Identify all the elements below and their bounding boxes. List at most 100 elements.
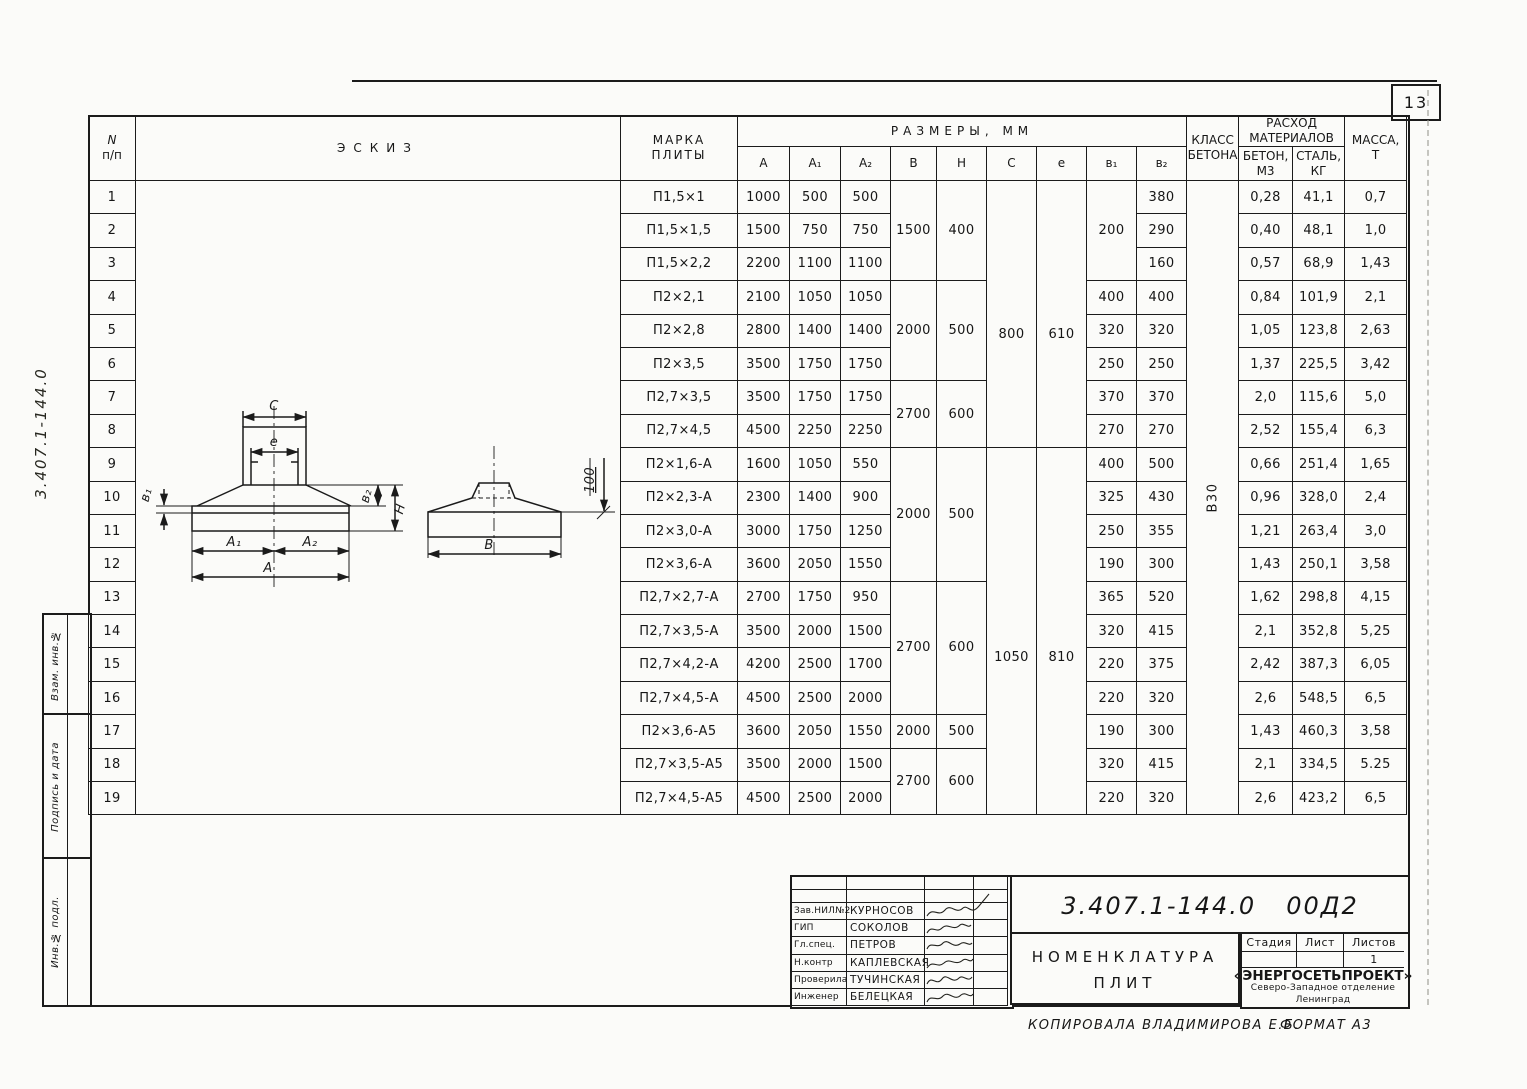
table-cell-st: 155,4: [1292, 413, 1346, 449]
table-cell-a1: 1050: [789, 447, 841, 482]
sketch-label-a2: А₂: [301, 535, 317, 550]
table-cell-con: 0,57: [1238, 246, 1294, 282]
sig-empty-cell: [792, 890, 847, 903]
table-cell-n: 4: [88, 280, 136, 315]
table-cell-b: 2700: [890, 747, 937, 816]
table-cell-b2: 320: [1135, 680, 1188, 716]
doc-suffix: 00Д2: [1286, 891, 1359, 920]
table-cell-b1: 400: [1086, 280, 1137, 315]
sig-empty-cell: [847, 890, 925, 903]
table-cell-b: 1500: [890, 179, 937, 282]
table-cell-b: 2700: [890, 380, 937, 449]
table-cell-b1: 370: [1086, 380, 1137, 415]
table-cell-n: 9: [88, 447, 136, 482]
table-cell-a: 3600: [737, 547, 790, 582]
table-cell-a1: 500: [789, 179, 841, 215]
stamp-label: Взам. инв.№: [50, 629, 61, 701]
sig-role: ГИП: [792, 920, 847, 938]
table-cell-b: 2000: [890, 714, 937, 749]
table-cell-a1: 2000: [789, 614, 841, 649]
sig-role: Инженер: [792, 988, 847, 1007]
table-cell-n: 18: [88, 747, 136, 783]
sketch-label-b1: в₁: [138, 486, 156, 503]
sig-empty-cell: [847, 877, 925, 890]
table-cell-m: 6,5: [1344, 680, 1408, 716]
table-cell-mark: П2×2,8: [620, 313, 738, 348]
stamp-label: Инв.№ подл.: [50, 896, 61, 968]
table-cell-a1: 1400: [789, 313, 841, 348]
table-cell-a2: 1400: [840, 313, 891, 348]
table-cell-a: 4500: [737, 680, 790, 716]
sig-role: Гл.спец.: [792, 937, 847, 955]
table-cell-b1: 220: [1086, 680, 1137, 716]
table-cell-mark: П2,7×3,5-А: [620, 614, 738, 649]
sig-name: ТУЧИНСКАЯ: [847, 971, 925, 989]
table-cell-con: 2,52: [1238, 413, 1294, 449]
page-number-box: 13: [1391, 84, 1441, 121]
sketch-label-a: А: [262, 561, 272, 576]
stamp-podpis-data: Подпись и дата: [42, 713, 92, 861]
header-materials: РАСХОД МАТЕРИАЛОВ: [1238, 115, 1346, 147]
table-cell-b2: 300: [1135, 547, 1188, 582]
sig-name: ПЕТРОВ: [847, 937, 925, 955]
table-cell-b1: 190: [1086, 547, 1137, 582]
table-cell-st: 263,4: [1292, 513, 1346, 549]
table-cell-a1: 2500: [789, 680, 841, 716]
table-cell-b2: 320: [1135, 781, 1188, 816]
table-cell-a1: 2050: [789, 547, 841, 582]
header-size-col: С: [986, 146, 1037, 181]
table-cell-st: 352,8: [1292, 614, 1346, 649]
table-cell-mark: П2×3,6-А: [620, 547, 738, 582]
table-cell-e: 610: [1036, 179, 1087, 449]
stamp-label: Подпись и дата: [50, 742, 61, 832]
table-cell-mark: П2,7×4,5-А: [620, 680, 738, 716]
header-size-col: А₁: [789, 146, 841, 181]
table-cell-b1: 190: [1086, 714, 1137, 749]
table-cell-st: 334,5: [1292, 747, 1346, 783]
table-cell-b2: 290: [1135, 213, 1188, 248]
table-cell-n: 15: [88, 647, 136, 682]
table-cell-b1: 400: [1086, 447, 1137, 482]
sig-empty-cell: [974, 877, 1008, 890]
table-cell-b2: 400: [1135, 280, 1188, 315]
doc-title-line2: ПЛИТ: [1093, 974, 1157, 992]
sheets-value: 1: [1344, 952, 1404, 968]
table-cell-a2: 2000: [840, 781, 891, 816]
table-cell-st: 423,2: [1292, 781, 1346, 816]
table-cell-m: 3,0: [1344, 513, 1408, 549]
table-cell-m: 6,5: [1344, 781, 1408, 816]
header-size-col: А: [737, 146, 790, 181]
table-cell-mark: П2,7×3,5-А5: [620, 747, 738, 783]
table-cell-st: 68,9: [1292, 246, 1346, 282]
table-cell-b: 2000: [890, 280, 937, 382]
table-cell-c: 1050: [986, 447, 1037, 816]
signature-scribble: [926, 924, 972, 934]
doc-title-box: НОМЕНКЛАТУРА ПЛИТ: [1010, 932, 1240, 1005]
header-sizes: РАЗМЕРЫ, ММ: [736, 115, 1188, 147]
header-size-col: А₂: [840, 146, 891, 181]
table-cell-st: 548,5: [1292, 680, 1346, 716]
table-cell-h: 600: [936, 747, 987, 816]
table-cell-st: 250,1: [1292, 547, 1346, 582]
org-branch: Северо-Западное отделение: [1250, 982, 1396, 993]
table-cell-con: 1,43: [1238, 547, 1294, 582]
table-cell-con: 2,1: [1238, 747, 1294, 783]
table-cell-a2: 1100: [840, 246, 891, 282]
table-cell-con: 2,42: [1238, 647, 1294, 682]
table-cell-h: 600: [936, 580, 987, 716]
stamp-label-cell: Подпись и дата: [44, 715, 68, 859]
header-size-col: е: [1036, 146, 1087, 181]
table-cell-a2: 750: [840, 213, 891, 248]
table-cell-m: 1,65: [1344, 447, 1408, 482]
sketch-label-a1: А₁: [225, 535, 241, 550]
table-cell-b2: 355: [1135, 513, 1188, 549]
table-cell-a: 3500: [737, 614, 790, 649]
table-cell-a: 1000: [737, 179, 790, 215]
table-cell-mark: П2,7×4,5: [620, 413, 738, 449]
table-cell-con: 2,0: [1238, 380, 1294, 415]
table-cell-a: 3600: [737, 714, 790, 749]
table-cell-con: 0,40: [1238, 213, 1294, 248]
